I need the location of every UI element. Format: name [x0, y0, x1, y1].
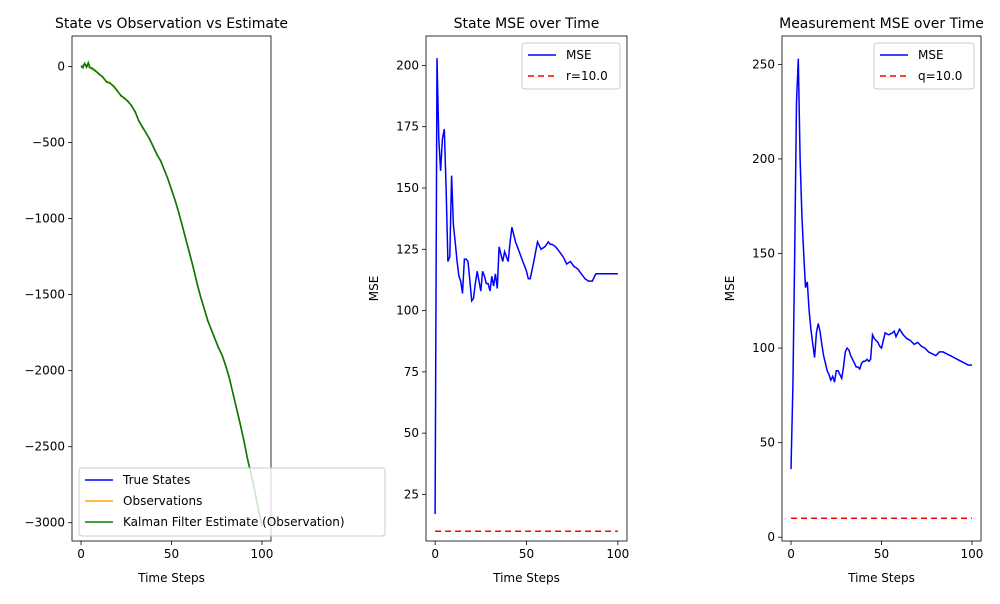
x-tick-label: 100 — [606, 547, 629, 561]
y-tick-label: 175 — [396, 120, 419, 134]
y-tick-label: 50 — [404, 426, 419, 440]
legend-entry: MSE — [566, 48, 592, 62]
legend-entry: True States — [122, 473, 190, 487]
legend-entry: Kalman Filter Estimate (Observation) — [123, 515, 345, 529]
axes-frame — [71, 35, 272, 542]
x-tick-label: 50 — [164, 547, 179, 561]
axes-frame — [425, 35, 628, 542]
y-tick-label: 100 — [396, 304, 419, 318]
y-axis-label: MSE — [367, 276, 381, 302]
chart-state-vs-observation-vs-estimate: 0 50 100 0 −500 −1000 −1500 −2000 −2500 −3000 Stat… — [24, 16, 386, 585]
series-line-2 — [80, 60, 263, 526]
y-tick-label: 200 — [752, 152, 775, 166]
chart-title: Measurement MSE over Time — [779, 16, 984, 32]
x-tick-label: 50 — [874, 547, 889, 561]
legend-entry: r=10.0 — [566, 69, 608, 83]
y-tick-label: 125 — [396, 242, 419, 256]
y-tick-label: 0 — [57, 59, 65, 73]
x-tick-label: 0 — [77, 547, 85, 561]
legend-entry: Observations — [123, 494, 202, 508]
y-tick-label: 25 — [404, 487, 419, 501]
x-tick-label: 0 — [787, 547, 795, 561]
x-axis-label: Time Steps — [847, 571, 915, 585]
series-line-1 — [80, 64, 263, 526]
series-line-0 — [790, 58, 972, 470]
y-tick-label: −500 — [32, 135, 65, 149]
x-tick-label: 50 — [519, 547, 534, 561]
y-tick-label: −2000 — [24, 364, 65, 378]
x-tick-label: 100 — [961, 547, 984, 561]
series-line-0 — [434, 58, 618, 515]
y-tick-label: 200 — [396, 58, 419, 72]
y-tick-label: 150 — [752, 247, 775, 261]
chart-title: State vs Observation vs Estimate — [55, 16, 288, 32]
y-tick-label: 150 — [396, 181, 419, 195]
y-tick-label: 75 — [404, 365, 419, 379]
y-tick-label: −3000 — [24, 516, 65, 530]
y-tick-label: 0 — [767, 530, 775, 544]
chart-title: State MSE over Time — [454, 16, 600, 32]
y-tick-label: −1500 — [24, 288, 65, 302]
x-tick-label: 100 — [251, 547, 274, 561]
legend: True States Observations Kalman Filter Est… — [78, 467, 386, 537]
legend-entry: q=10.0 — [918, 69, 962, 83]
y-axis-label: MSE — [723, 276, 737, 302]
chart-state-mse-over-time: 0 50 100 25 50 75 100 125 150 175 200 State MSE ove… — [367, 16, 629, 585]
y-tick-label: 250 — [752, 57, 775, 71]
y-tick-label: −1000 — [24, 212, 65, 226]
axes-frame — [781, 35, 982, 542]
legend-entry: MSE — [918, 48, 944, 62]
legend: MSE r=10.0 — [521, 42, 621, 90]
y-tick-label: −2500 — [24, 440, 65, 454]
legend: MSE q=10.0 — [873, 42, 975, 90]
y-tick-label: 100 — [752, 341, 775, 355]
series-line-0 — [80, 63, 263, 526]
y-tick-label: 50 — [760, 436, 775, 450]
chart-measurement-mse-over-time: 0 50 100 0 50 100 150 200 250 Measurement MSE ove… — [723, 16, 984, 585]
x-axis-label: Time Steps — [137, 571, 205, 585]
x-tick-label: 0 — [431, 547, 439, 561]
legend-box — [78, 467, 386, 537]
x-axis-label: Time Steps — [492, 571, 560, 585]
